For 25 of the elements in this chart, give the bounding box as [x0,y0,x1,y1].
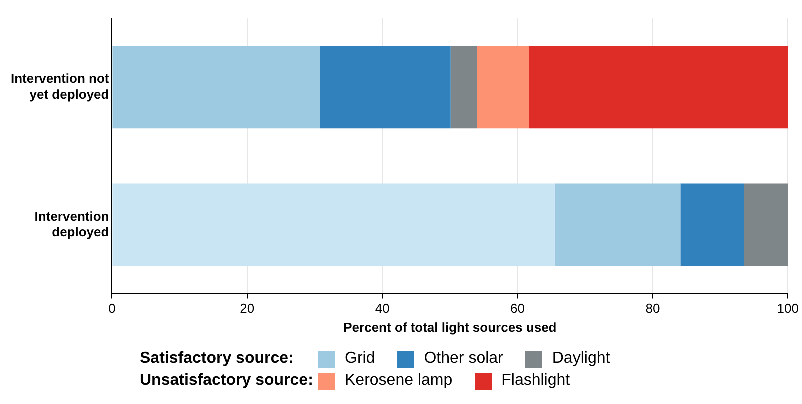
bar [529,46,788,129]
x-tick-label: 40 [375,301,390,316]
text: Unsatisfactory source: [140,372,314,390]
x-axis-title: Percent of total light sources used [344,320,557,335]
legend-label: Daylight [552,350,610,368]
text: Satisfactory source: [140,350,295,368]
bar [477,46,530,129]
x-tick-label: 0 [108,301,116,316]
legend-label: Kerosene lamp [345,372,453,390]
bar [112,46,320,129]
bar [320,46,451,129]
x-tick-label: 80 [646,301,660,316]
bar [554,184,681,266]
bar [744,184,788,266]
legend-label: Grid [345,350,376,368]
x-tick-label: 60 [510,301,526,316]
bar [680,184,744,266]
x-tick-label: 20 [240,301,255,316]
y-tick-label: Intervention deployed [34,208,110,240]
legend-label: Other solar [424,350,504,368]
bar [112,184,555,266]
y-tick-label: Intervention not yet deployed [11,71,110,102]
bar [450,46,478,129]
x-tick-label: 100 [777,301,800,316]
legend-label: Flashlight [502,372,570,390]
